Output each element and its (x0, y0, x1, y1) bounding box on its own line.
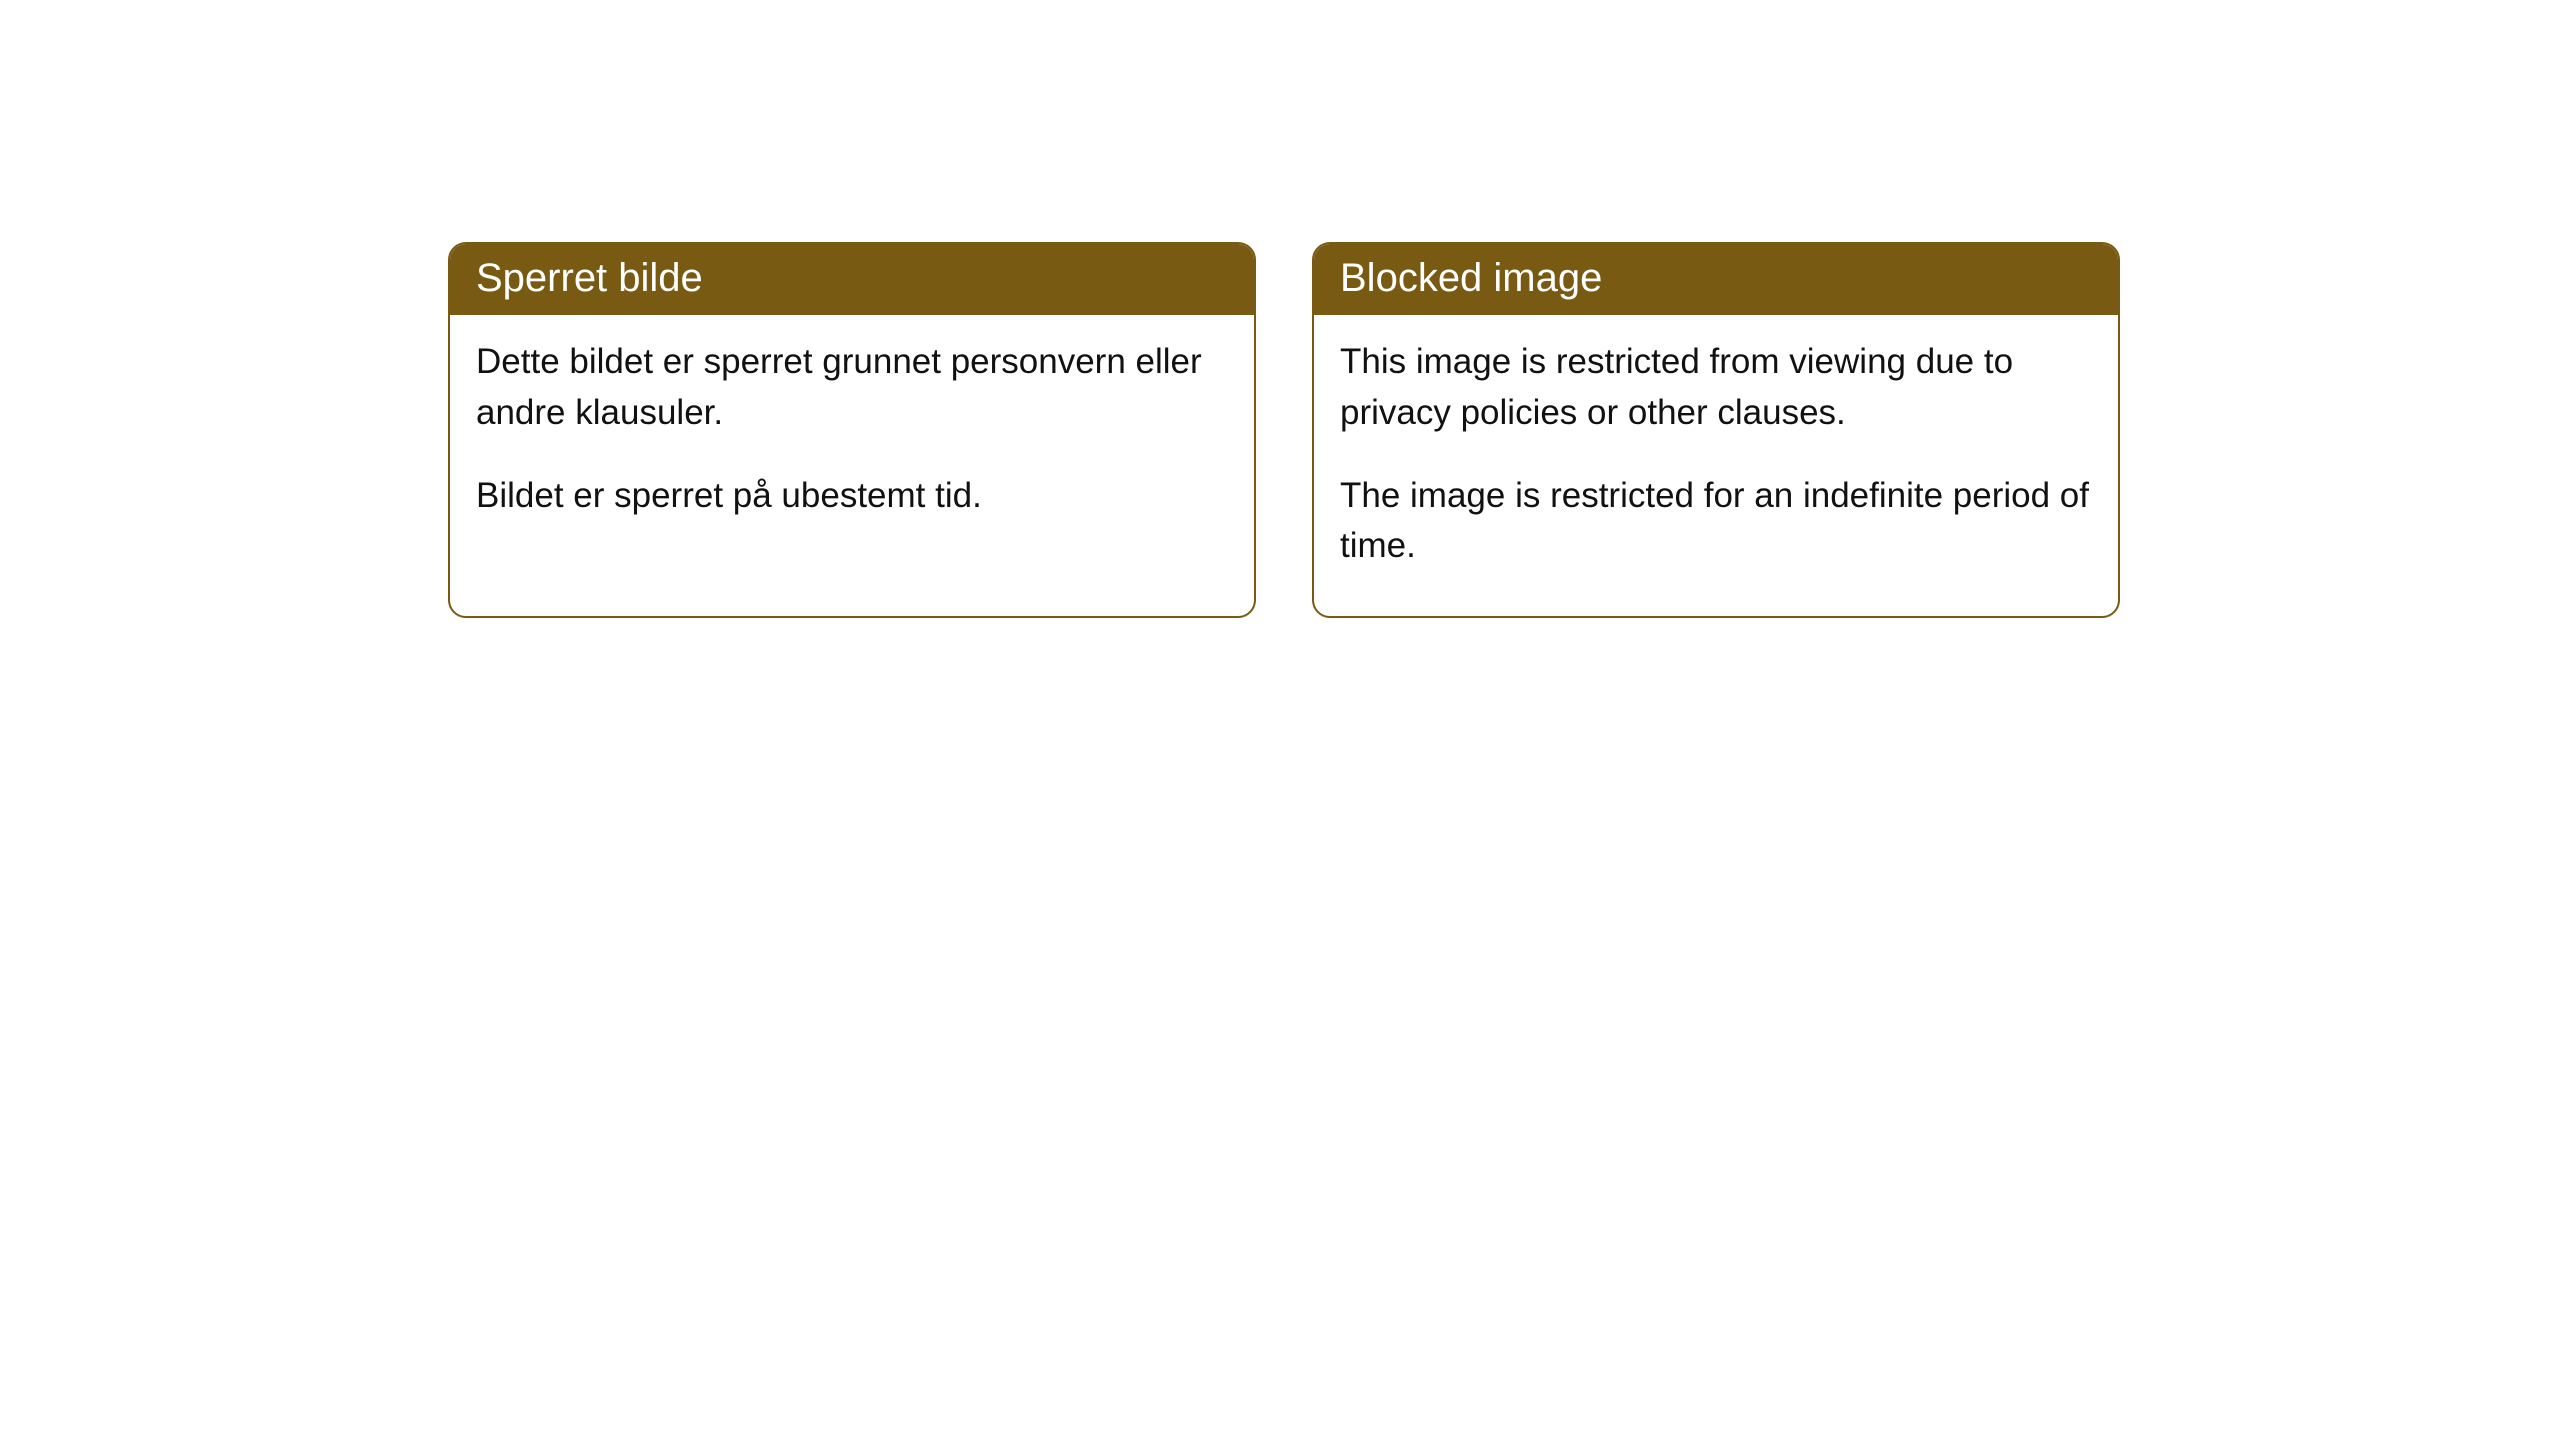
card-paragraph: The image is restricted for an indefinit… (1340, 471, 2092, 573)
cards-container: Sperret bilde Dette bildet er sperret gr… (448, 242, 2120, 618)
card-paragraph: Bildet er sperret på ubestemt tid. (476, 471, 1228, 522)
card-paragraph: Dette bildet er sperret grunnet personve… (476, 337, 1228, 439)
card-paragraph: This image is restricted from viewing du… (1340, 337, 2092, 439)
card-body: This image is restricted from viewing du… (1314, 315, 2118, 616)
card-header: Sperret bilde (450, 244, 1254, 315)
blocked-image-card-english: Blocked image This image is restricted f… (1312, 242, 2120, 618)
card-body: Dette bildet er sperret grunnet personve… (450, 315, 1254, 565)
card-header: Blocked image (1314, 244, 2118, 315)
blocked-image-card-norwegian: Sperret bilde Dette bildet er sperret gr… (448, 242, 1256, 618)
